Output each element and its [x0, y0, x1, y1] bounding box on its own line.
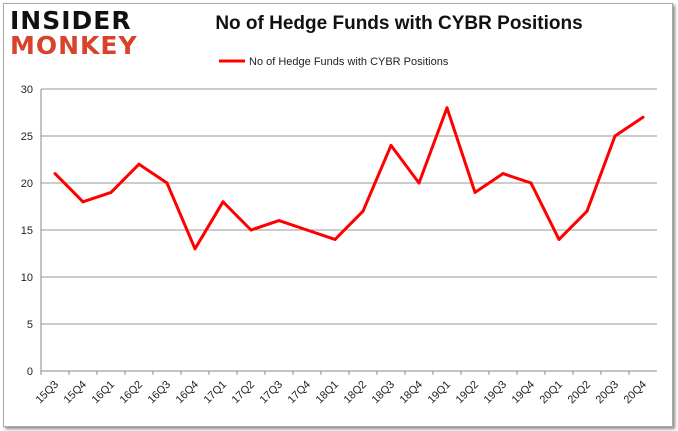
chart-frame [3, 3, 673, 427]
data-point [557, 237, 561, 241]
series-line [53, 106, 644, 251]
y-tick-label: 0 [27, 366, 33, 378]
x-tick-label: 19Q3 [482, 379, 510, 407]
chart-title: No of Hedge Funds with CYBR Positions [215, 13, 583, 34]
logo-line2: MONKEY [10, 31, 138, 60]
x-tick-label: 16Q3 [146, 379, 174, 407]
data-point [389, 143, 393, 147]
y-tick-label: 10 [21, 272, 33, 284]
data-point [613, 134, 617, 138]
x-tick-label: 18Q4 [398, 379, 426, 407]
x-tick-label: 16Q2 [118, 379, 146, 407]
data-point [333, 237, 337, 241]
x-tick-label: 15Q3 [34, 379, 62, 407]
y-tick-label: 15 [21, 225, 33, 237]
data-point [193, 247, 197, 251]
x-tick-label: 17Q3 [258, 379, 286, 407]
logo-line1: INSIDER [10, 6, 132, 35]
data-point [305, 228, 309, 232]
y-tick-label: 30 [21, 84, 33, 96]
data-point [361, 209, 365, 213]
x-tick-label: 16Q1 [90, 379, 118, 407]
data-point [585, 209, 589, 213]
x-tick-label: 18Q3 [370, 379, 398, 407]
y-tick-label: 25 [21, 131, 33, 143]
x-tick-label: 17Q4 [286, 379, 314, 407]
y-tick-label: 5 [27, 319, 33, 331]
data-point [109, 190, 113, 194]
data-point [277, 219, 281, 223]
data-point [473, 190, 477, 194]
x-tick-label: 20Q1 [538, 379, 566, 407]
data-point [641, 115, 645, 119]
insider-monkey-logo: INSIDER MONKEY [10, 8, 138, 58]
data-point [165, 181, 169, 185]
data-point [53, 172, 57, 176]
x-tick-label: 17Q1 [202, 379, 230, 407]
data-point [417, 181, 421, 185]
data-point [221, 200, 225, 204]
x-tick-label: 15Q4 [62, 379, 90, 407]
data-point [137, 162, 141, 166]
x-tick-label: 18Q1 [314, 379, 342, 407]
y-tick-label: 20 [21, 178, 33, 190]
x-tick-label: 19Q4 [510, 379, 538, 407]
legend-label: No of Hedge Funds with CYBR Positions [249, 56, 449, 68]
x-tick-label: 20Q3 [594, 379, 622, 407]
x-tick-label: 16Q4 [174, 379, 202, 407]
x-tick-label: 20Q2 [566, 379, 594, 407]
x-tick-label: 19Q2 [454, 379, 482, 407]
data-point [445, 106, 449, 110]
x-tick-label: 20Q4 [622, 379, 650, 407]
data-point [249, 228, 253, 232]
data-point [529, 181, 533, 185]
x-tick-label: 18Q2 [342, 379, 370, 407]
data-point [501, 172, 505, 176]
data-point [81, 200, 85, 204]
x-tick-label: 19Q1 [426, 379, 454, 407]
x-tick-label: 17Q2 [230, 379, 258, 407]
